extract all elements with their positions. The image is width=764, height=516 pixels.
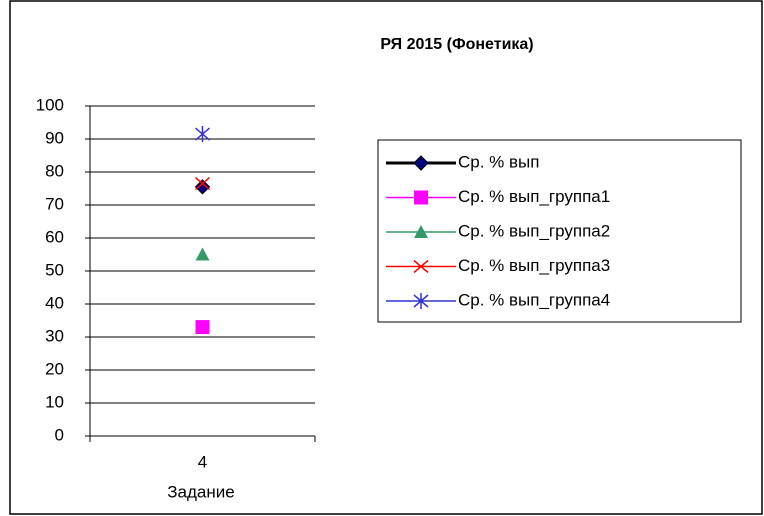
legend-label: Ср. % вып_группа4 (458, 290, 610, 309)
legend-label: Ср. % вып_группа2 (458, 221, 610, 240)
legend-marker (413, 259, 429, 274)
x-axis-label: Задание (167, 482, 234, 501)
y-tick-label: 30 (45, 326, 64, 345)
y-tick-label: 20 (45, 359, 64, 378)
legend-marker (414, 225, 428, 238)
legend-label: Ср. % вып_группа3 (458, 256, 610, 275)
y-tick-label: 40 (45, 293, 64, 312)
data-point (195, 320, 210, 335)
legend-label: Ср. % вып_группа1 (458, 187, 610, 206)
legend-marker (413, 293, 429, 309)
legend-marker (413, 155, 429, 171)
y-tick-label: 10 (45, 392, 64, 411)
x-tick-label: 4 (198, 452, 207, 471)
data-point (195, 126, 210, 143)
legend-box (377, 139, 742, 323)
y-tick-label: 80 (45, 161, 64, 180)
data-point (195, 176, 210, 191)
y-tick-label: 100 (36, 95, 64, 114)
y-tick-label: 0 (55, 425, 64, 444)
y-tick-label: 50 (45, 260, 64, 279)
y-tick-label: 60 (45, 227, 64, 246)
legend-marker (414, 190, 428, 205)
chart-title: РЯ 2015 (Фонетика) (380, 36, 533, 53)
legend-label: Ср. % вып (458, 152, 539, 171)
y-tick-label: 90 (45, 128, 64, 147)
data-point (195, 247, 210, 261)
y-tick-label: 70 (45, 194, 64, 213)
data-point (194, 179, 211, 195)
